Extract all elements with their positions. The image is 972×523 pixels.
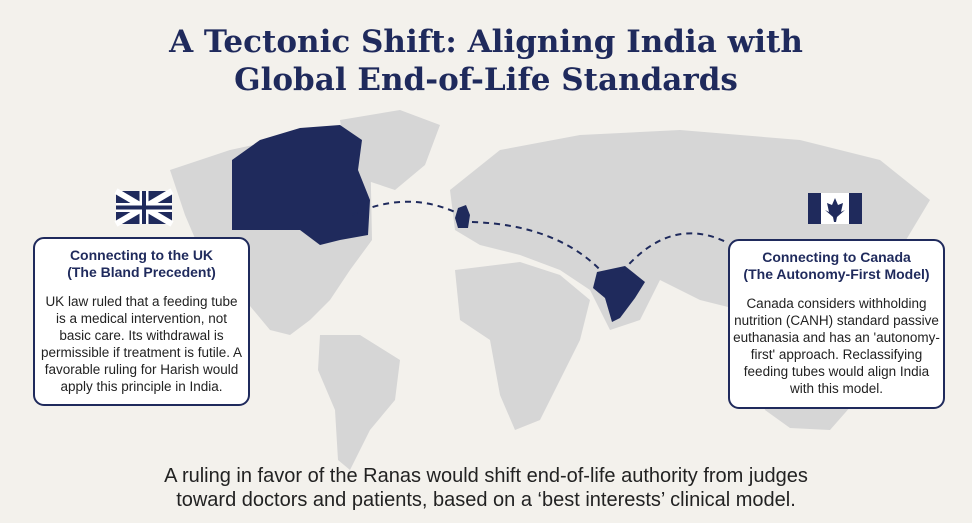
route-canada-uk [351, 200, 456, 216]
uk-card [33, 237, 250, 406]
card-body: nutrition (CANH) standard passive [734, 313, 939, 328]
south-america [318, 335, 400, 470]
greenland [340, 110, 440, 190]
cards-text: Connecting to the UK(The Bland Precedent… [41, 247, 940, 396]
card-body: with this model. [789, 381, 883, 396]
card-body: apply this principle in India. [60, 379, 222, 394]
footer: A ruling in favor of the Ranas would shi… [164, 465, 808, 487]
card-body: UK law ruled that a feeding tube [45, 294, 237, 309]
canada-flag [808, 193, 862, 224]
card-body: permissible if treatment is futile. A [41, 345, 242, 360]
title: A Tectonic Shift: Aligning India with [168, 24, 803, 60]
uk-flag [114, 188, 174, 227]
india [593, 266, 645, 322]
card-body: feeding tubes would align India [744, 364, 930, 379]
canada [232, 125, 370, 245]
card-body: euthanasia and has an 'autonomy- [733, 330, 940, 345]
route-uk-india [471, 221, 606, 276]
africa [455, 262, 590, 430]
title: Global End-of-Life Standards [234, 62, 738, 98]
card-body: favorable ruling for Harish would [45, 362, 239, 377]
footer: toward doctors and patients, based on a … [176, 489, 796, 511]
card-title: (The Bland Precedent) [67, 264, 216, 280]
uk [455, 205, 470, 228]
route-india-canada [621, 232, 727, 273]
card-body: is a medical intervention, not [56, 311, 227, 326]
card-body: first' approach. Reclassifying [751, 347, 922, 362]
card-title: (The Autonomy-First Model) [743, 266, 929, 282]
card-body: basic care. Its withdrawal is [59, 328, 224, 343]
card-title: Connecting to the UK [70, 247, 213, 263]
card-title: Connecting to Canada [762, 249, 911, 265]
canada-card [728, 239, 945, 409]
card-body: Canada considers withholding [746, 296, 926, 311]
